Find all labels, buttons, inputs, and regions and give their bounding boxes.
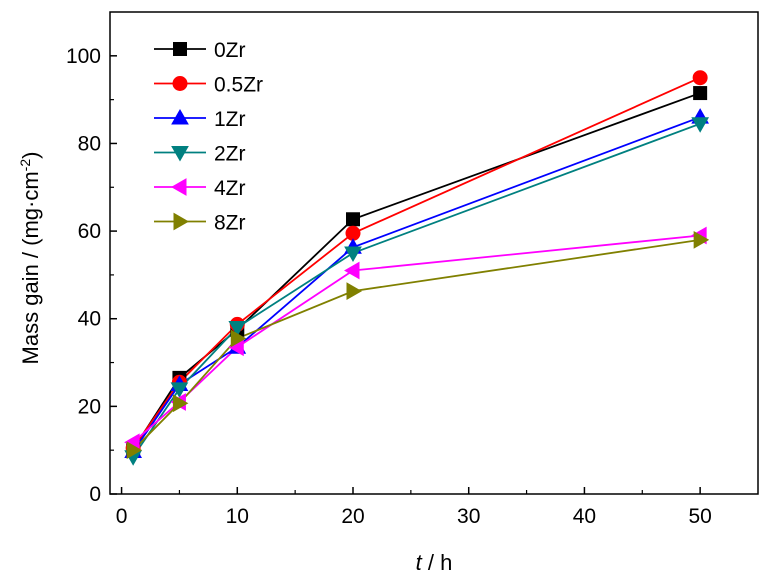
series-markers-layer xyxy=(124,70,710,466)
legend-label-4Zr: 4Zr xyxy=(214,177,246,200)
series-line-2Zr xyxy=(132,122,701,458)
data-point-0.5Zr xyxy=(692,70,708,86)
legend-label-2Zr: 2Zr xyxy=(214,143,246,166)
y-tick-label: 80 xyxy=(78,132,101,155)
y-axis-title-main: Mass gain / (mg·cm xyxy=(18,171,43,364)
y-axis-title-superscript: -2 xyxy=(17,159,33,172)
data-point-8Zr xyxy=(172,394,189,413)
legend-label-8Zr: 8Zr xyxy=(214,212,246,235)
legend-marker-0Zr xyxy=(173,42,187,56)
series-lines-layer xyxy=(132,76,701,458)
data-point-0Zr xyxy=(346,212,360,227)
x-tick-label: 0 xyxy=(116,505,128,528)
data-point-0Zr xyxy=(693,86,708,101)
legend-marker-4Zr xyxy=(170,178,187,196)
data-point-8Zr xyxy=(126,441,143,460)
legend-label-0.5Zr: 0.5Zr xyxy=(214,74,263,97)
data-point-0.5Zr xyxy=(345,225,361,241)
y-tick-label: 100 xyxy=(66,45,101,68)
data-point-2Zr xyxy=(170,382,189,398)
y-axis-title: Mass gain / (mg·cm-2) xyxy=(17,152,43,365)
data-point-8Zr xyxy=(693,230,710,249)
data-point-2Zr xyxy=(344,246,362,263)
data-point-2Zr xyxy=(228,320,247,337)
series-line-1Zr xyxy=(132,116,701,453)
series-line-0.5Zr xyxy=(132,76,701,449)
x-axis-title-unit: / h xyxy=(422,550,453,575)
data-point-8Zr xyxy=(346,282,363,300)
legend-marker-1Zr xyxy=(171,108,189,125)
x-tick-label: 10 xyxy=(226,505,249,528)
legend-marker-8Zr xyxy=(173,212,190,231)
y-tick-label: 20 xyxy=(78,395,101,418)
y-tick-label: 40 xyxy=(78,308,101,331)
axis-ticks-layer: 0 10 20 30 40 50 0 20 40 60 80 100 xyxy=(66,45,712,528)
y-tick-label: 0 xyxy=(89,483,101,506)
data-point-2Zr xyxy=(691,117,710,133)
x-axis-title: t / h xyxy=(416,550,453,575)
legend-label-0Zr: 0Zr xyxy=(214,39,246,62)
series-line-4Zr xyxy=(132,234,701,443)
x-tick-label: 50 xyxy=(688,505,711,528)
legend-label-1Zr: 1Zr xyxy=(214,108,246,131)
y-axis-title-end: ) xyxy=(18,152,43,159)
legend-marker-0.5Zr xyxy=(172,76,188,91)
data-point-8Zr xyxy=(230,329,247,348)
y-tick-label: 60 xyxy=(78,220,101,243)
x-tick-label: 20 xyxy=(341,505,364,528)
x-tick-label: 40 xyxy=(573,505,596,528)
x-axis-title-italic: t xyxy=(416,550,423,575)
legend-marker-2Zr xyxy=(171,146,189,162)
data-point-4Zr xyxy=(343,261,360,280)
plot-area-frame xyxy=(109,11,759,495)
x-tick-label: 30 xyxy=(457,505,480,528)
legend: 0Zr 0.5Zr 1Zr 2Zr 4Zr 8Zr xyxy=(154,39,263,235)
